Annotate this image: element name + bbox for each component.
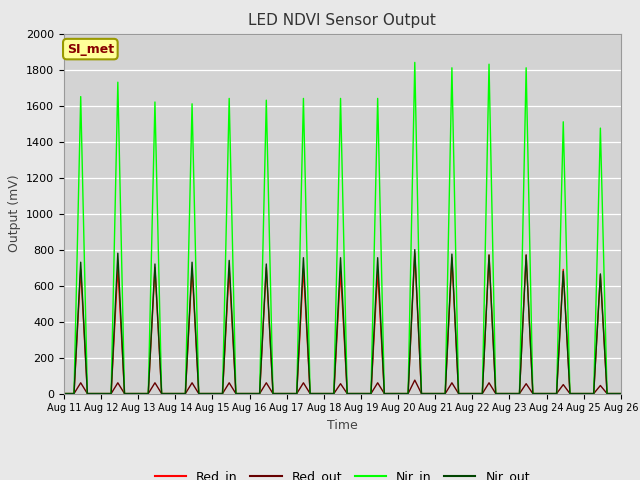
Text: SI_met: SI_met [67,43,114,56]
Title: LED NDVI Sensor Output: LED NDVI Sensor Output [248,13,436,28]
X-axis label: Time: Time [327,419,358,432]
Y-axis label: Output (mV): Output (mV) [8,175,20,252]
Legend: Red_in, Red_out, Nir_in, Nir_out: Red_in, Red_out, Nir_in, Nir_out [150,465,535,480]
